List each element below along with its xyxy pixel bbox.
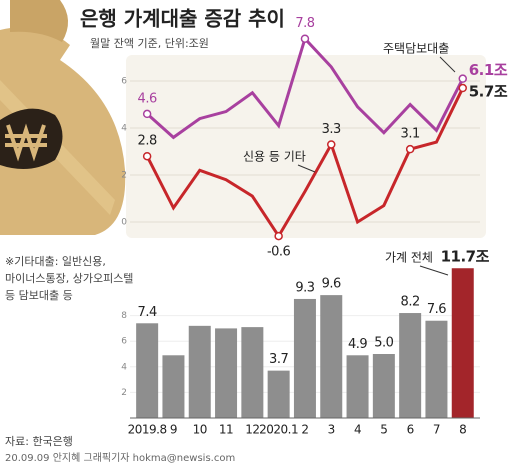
footnote: 마이너스통장, 상가오피스텔 xyxy=(5,272,133,285)
value-label: 3.3 xyxy=(322,122,341,137)
y-tick-label: 8 xyxy=(121,311,127,321)
leader-line xyxy=(439,56,456,73)
chart-subtitle: 월말 잔액 기준, 단위:조원 xyxy=(90,37,209,50)
value-label: 4.9 xyxy=(348,337,367,352)
value-label: 4.6 xyxy=(138,91,157,106)
y-tick-label: 2 xyxy=(121,388,127,398)
value-label: 3.7 xyxy=(269,352,288,367)
y-tick-label: 6 xyxy=(121,77,127,87)
value-label: 3.1 xyxy=(401,127,420,142)
bar xyxy=(162,355,185,418)
leader-line xyxy=(419,265,449,276)
x-tick-label: 8 xyxy=(459,423,466,437)
money-bag-illustration xyxy=(0,0,126,236)
bar xyxy=(320,295,343,418)
value-label: 7.4 xyxy=(138,305,157,320)
value-label: 7.8 xyxy=(295,16,314,31)
bar xyxy=(425,320,448,418)
bar xyxy=(188,325,211,418)
series-label: 가계 전체 xyxy=(385,251,433,265)
footnote: 등 담보대출 등 xyxy=(5,289,73,302)
x-tick-label: 6 xyxy=(407,423,414,437)
footnote: ※기타대출: 일반신용, xyxy=(5,254,106,268)
y-tick-label: 4 xyxy=(121,362,127,372)
point xyxy=(274,231,283,241)
x-tick-label: 2020.1 xyxy=(259,423,298,437)
x-tick-label: 5 xyxy=(380,423,387,437)
value-label: -0.6 xyxy=(267,245,291,260)
x-tick-label: 7 xyxy=(433,423,440,437)
value-label: 6.1조 xyxy=(469,61,508,79)
point xyxy=(142,109,152,119)
value-label: 9.6 xyxy=(322,277,341,292)
y-tick-label: 0 xyxy=(121,218,127,228)
x-tick-label: 10 xyxy=(193,423,207,437)
bar xyxy=(241,327,264,418)
plot-panel xyxy=(126,55,486,238)
y-tick-label: 4 xyxy=(121,124,127,134)
x-tick-label: 2 xyxy=(301,423,308,437)
value-label: 2.8 xyxy=(138,134,157,149)
value-label: 8.2 xyxy=(401,295,420,310)
y-tick-label: 2 xyxy=(121,171,127,181)
bar xyxy=(399,313,422,418)
bar xyxy=(215,328,238,418)
point xyxy=(405,144,415,154)
bar xyxy=(293,298,316,418)
bar xyxy=(372,354,395,418)
point xyxy=(327,140,336,149)
value-label: 7.6 xyxy=(427,302,446,317)
credit: 20.09.09 안지혜 그래픽기자 hokma@newsis.com xyxy=(5,452,235,464)
chart-title: 은행 가계대출 증감 추이 xyxy=(80,7,285,31)
point xyxy=(458,74,467,83)
x-tick-label: 3 xyxy=(328,423,335,437)
bar xyxy=(346,355,369,418)
source: 자료: 한국은행 xyxy=(5,435,73,448)
x-tick-label: 11 xyxy=(219,423,233,437)
series-label: 주택담보대출 xyxy=(383,42,449,56)
value-label: 9.3 xyxy=(295,280,314,295)
bar xyxy=(267,370,290,418)
leader-line xyxy=(297,164,316,173)
x-tick-label: 9 xyxy=(170,423,177,437)
bar xyxy=(136,323,159,418)
value-label: 11.7조 xyxy=(441,248,490,266)
point xyxy=(142,151,152,161)
point xyxy=(300,34,310,43)
x-tick-label: 2019.8 xyxy=(128,423,167,437)
x-tick-label: 12 xyxy=(245,423,259,437)
value-label: 5.0 xyxy=(374,336,393,351)
x-tick-label: 4 xyxy=(354,423,361,437)
value-label: 5.7조 xyxy=(469,83,508,101)
series-label: 신용 등 기타 xyxy=(243,150,306,164)
y-tick-label: 6 xyxy=(121,337,127,347)
point xyxy=(458,83,467,93)
bar xyxy=(451,268,474,418)
